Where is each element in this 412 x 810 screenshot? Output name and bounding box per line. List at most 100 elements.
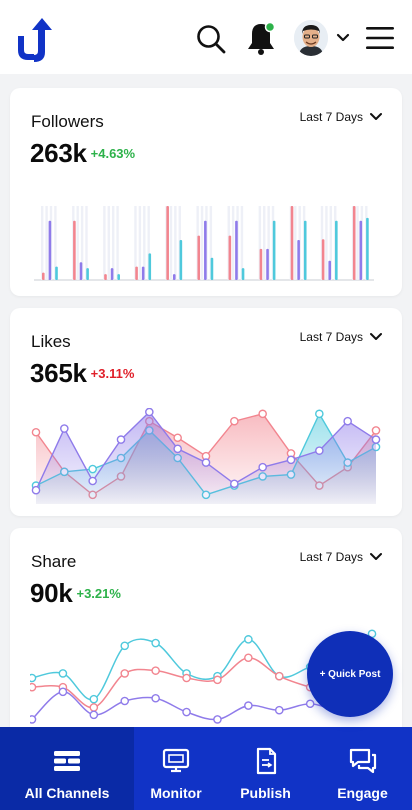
- bar: [166, 206, 169, 280]
- app-logo[interactable]: [14, 16, 54, 64]
- data-point: [58, 687, 68, 697]
- avatar[interactable]: [294, 20, 328, 56]
- card-title: Share: [31, 552, 77, 571]
- bar-track: [267, 206, 270, 280]
- data-point: [182, 707, 191, 717]
- bar-track: [85, 206, 88, 280]
- engage-icon: [349, 748, 376, 774]
- bar-track: [200, 206, 204, 280]
- nav-item-all-channels[interactable]: All Channels: [0, 727, 134, 810]
- bar-track: [41, 206, 44, 280]
- bar-track: [143, 206, 146, 280]
- share-line-chart: [30, 629, 377, 724]
- data-point: [343, 416, 352, 426]
- bar: [210, 257, 214, 280]
- data-point: [315, 409, 324, 419]
- range-label: Last 7 Days: [299, 110, 363, 124]
- bar-track: [294, 206, 297, 280]
- change-badge: +3.11%: [90, 366, 135, 381]
- card-title: Likes: [31, 332, 71, 351]
- bottom-nav: All Channels Monitor Publish Engage: [0, 727, 412, 810]
- bar: [204, 220, 207, 280]
- followers-card: Followers 263k +4.63% Last 7 Days: [10, 88, 402, 296]
- quick-post-button[interactable]: + Quick Post: [307, 631, 393, 717]
- data-point: [88, 476, 97, 486]
- data-point: [31, 427, 41, 437]
- bar-track: [356, 206, 359, 280]
- nav-item-publish[interactable]: Publish: [218, 727, 313, 810]
- bar-track: [325, 206, 328, 280]
- data-point: [201, 458, 211, 467]
- bar-track: [45, 206, 48, 280]
- data-point: [151, 666, 160, 675]
- data-point: [244, 635, 253, 644]
- bar: [335, 220, 338, 280]
- bar: [117, 274, 120, 280]
- data-point: [58, 669, 68, 678]
- bar-track: [169, 206, 173, 280]
- bar: [179, 240, 183, 280]
- nav-item-engage[interactable]: Engage: [313, 727, 412, 810]
- bar-track: [134, 206, 137, 280]
- nav-label: Engage: [337, 785, 388, 801]
- bar-track: [107, 206, 110, 280]
- top-bar: [0, 0, 412, 74]
- bar-track: [111, 206, 115, 280]
- data-point: [30, 682, 37, 692]
- data-point: [371, 426, 381, 435]
- bar: [135, 266, 138, 280]
- bar: [359, 220, 363, 280]
- data-point: [151, 693, 160, 703]
- monitor-icon: [162, 748, 190, 773]
- range-dropdown[interactable]: Last 7 Days: [300, 550, 383, 564]
- range-dropdown[interactable]: Last 7 Days: [300, 330, 383, 344]
- hamburger-menu-icon[interactable]: [364, 24, 396, 52]
- bar: [266, 248, 269, 280]
- bar: [42, 272, 45, 280]
- card-value: 263k +4.63%: [30, 138, 135, 169]
- bar: [321, 239, 325, 280]
- card-value: 365k +3.11%: [30, 358, 134, 389]
- data-point: [230, 479, 239, 489]
- data-point: [89, 694, 99, 704]
- chevron-down-icon: [370, 553, 382, 560]
- range-dropdown[interactable]: Last 7 Days: [300, 110, 383, 124]
- data-point: [31, 485, 41, 495]
- data-point: [120, 641, 130, 651]
- range-label: Last 7 Days: [299, 330, 363, 344]
- bar: [141, 266, 145, 280]
- data-point: [120, 696, 130, 706]
- data-point: [230, 416, 239, 426]
- data-point: [213, 675, 222, 685]
- chevron-down-icon[interactable]: [334, 30, 352, 46]
- bell-icon[interactable]: [244, 20, 278, 58]
- data-point: [120, 669, 130, 678]
- nav-item-monitor[interactable]: Monitor: [134, 727, 218, 810]
- bar-track: [103, 206, 106, 280]
- bar: [104, 274, 107, 280]
- bar-track: [240, 206, 244, 280]
- data-point: [182, 673, 191, 683]
- bar: [328, 260, 332, 280]
- bar-track: [258, 206, 262, 280]
- purple-area: [36, 412, 376, 504]
- bar: [297, 240, 300, 280]
- bar: [197, 235, 201, 280]
- bar: [110, 268, 114, 280]
- data-point: [244, 653, 253, 663]
- range-label: Last 7 Days: [299, 550, 363, 564]
- change-badge: +4.63%: [90, 146, 136, 161]
- data-point: [173, 444, 182, 454]
- bar: [172, 274, 176, 280]
- metric-value: 90k: [30, 578, 73, 608]
- bar-track: [231, 206, 235, 280]
- bar: [235, 220, 238, 280]
- bar: [148, 253, 152, 280]
- bar: [86, 268, 89, 280]
- data-point: [116, 435, 126, 444]
- publish-icon: [256, 747, 276, 775]
- bar: [303, 220, 307, 280]
- data-point: [145, 408, 154, 417]
- search-icon[interactable]: [194, 22, 228, 56]
- data-point: [89, 703, 99, 712]
